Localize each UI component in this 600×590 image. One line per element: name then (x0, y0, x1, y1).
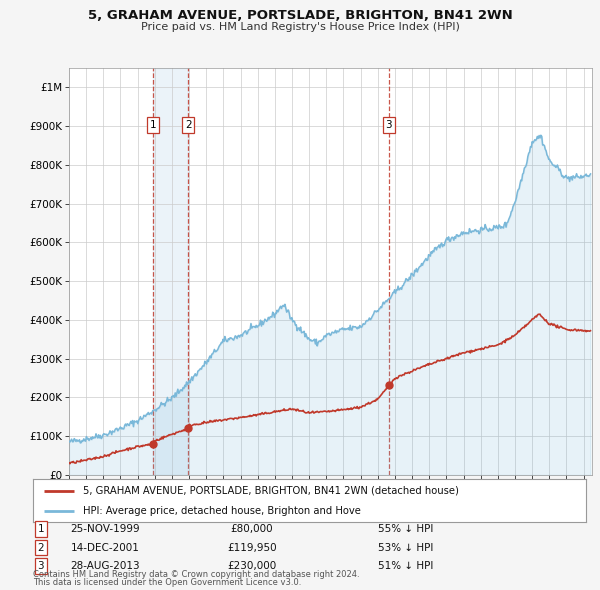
Text: 1: 1 (37, 525, 44, 534)
Text: 1: 1 (150, 120, 157, 130)
Text: £119,950: £119,950 (227, 543, 277, 552)
Text: Contains HM Land Registry data © Crown copyright and database right 2024.: Contains HM Land Registry data © Crown c… (33, 571, 359, 579)
Text: 53% ↓ HPI: 53% ↓ HPI (378, 543, 433, 552)
Text: 5, GRAHAM AVENUE, PORTSLADE, BRIGHTON, BN41 2WN (detached house): 5, GRAHAM AVENUE, PORTSLADE, BRIGHTON, B… (83, 486, 458, 496)
Bar (153, 68, 188, 475)
Text: 55% ↓ HPI: 55% ↓ HPI (378, 525, 433, 534)
Text: 28-AUG-2013: 28-AUG-2013 (70, 561, 140, 571)
Text: HPI: Average price, detached house, Brighton and Hove: HPI: Average price, detached house, Brig… (83, 506, 361, 516)
Text: 25-NOV-1999: 25-NOV-1999 (70, 525, 140, 534)
Text: 5, GRAHAM AVENUE, PORTSLADE, BRIGHTON, BN41 2WN: 5, GRAHAM AVENUE, PORTSLADE, BRIGHTON, B… (88, 9, 512, 22)
Text: 14-DEC-2001: 14-DEC-2001 (71, 543, 139, 552)
Text: This data is licensed under the Open Government Licence v3.0.: This data is licensed under the Open Gov… (33, 578, 301, 587)
Text: £230,000: £230,000 (227, 561, 277, 571)
Text: £80,000: £80,000 (230, 525, 274, 534)
Text: 2: 2 (185, 120, 191, 130)
Text: 3: 3 (386, 120, 392, 130)
Text: 51% ↓ HPI: 51% ↓ HPI (378, 561, 433, 571)
Text: Price paid vs. HM Land Registry's House Price Index (HPI): Price paid vs. HM Land Registry's House … (140, 22, 460, 32)
Text: 3: 3 (37, 561, 44, 571)
Text: 2: 2 (37, 543, 44, 552)
